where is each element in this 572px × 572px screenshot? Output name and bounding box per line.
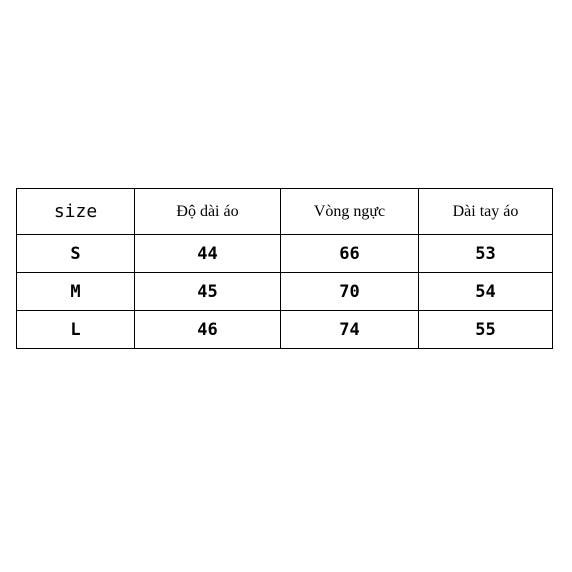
col-header-length: Độ dài áo — [135, 189, 281, 235]
col-header-size: size — [17, 189, 135, 235]
cell-chest: 66 — [281, 235, 419, 273]
col-header-sleeve: Dài tay áo — [419, 189, 553, 235]
cell-sleeve: 55 — [419, 311, 553, 349]
cell-length: 45 — [135, 273, 281, 311]
cell-chest: 70 — [281, 273, 419, 311]
col-header-chest: Vòng ngực — [281, 189, 419, 235]
table-row: L 46 74 55 — [17, 311, 553, 349]
cell-sleeve: 54 — [419, 273, 553, 311]
table-row: M 45 70 54 — [17, 273, 553, 311]
table-header-row: size Độ dài áo Vòng ngực Dài tay áo — [17, 189, 553, 235]
size-table: size Độ dài áo Vòng ngực Dài tay áo S 44… — [16, 188, 553, 349]
page: { "table": { "type": "table", "position"… — [0, 0, 572, 572]
cell-size: M — [17, 273, 135, 311]
cell-length: 46 — [135, 311, 281, 349]
cell-sleeve: 53 — [419, 235, 553, 273]
cell-size: S — [17, 235, 135, 273]
cell-chest: 74 — [281, 311, 419, 349]
table-row: S 44 66 53 — [17, 235, 553, 273]
cell-size: L — [17, 311, 135, 349]
cell-length: 44 — [135, 235, 281, 273]
